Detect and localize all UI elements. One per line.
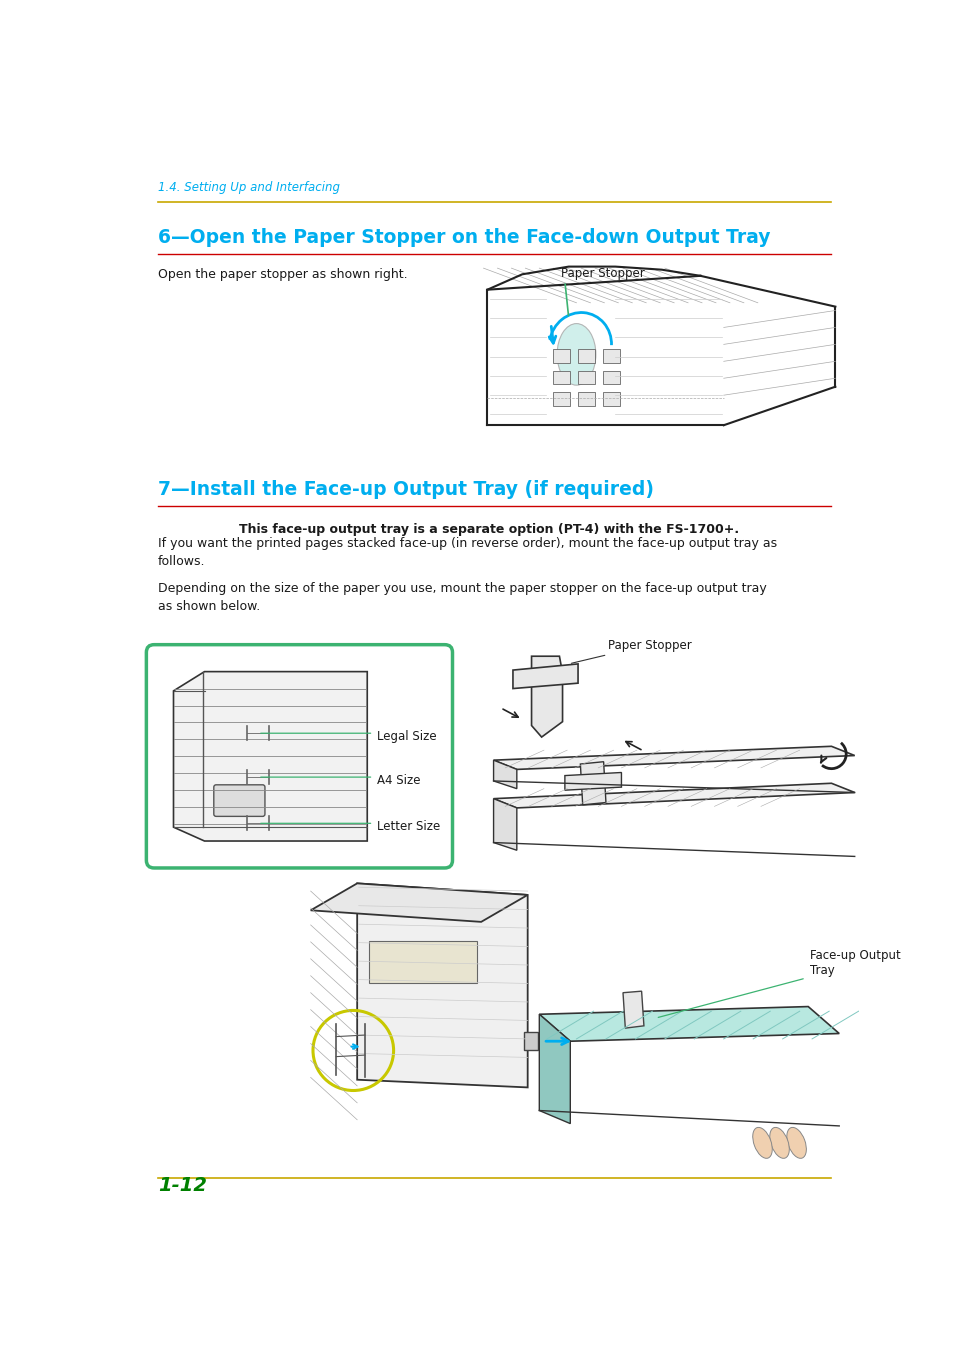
Text: 7—Install the Face-up Output Tray (if required): 7—Install the Face-up Output Tray (if re… bbox=[158, 479, 654, 499]
FancyBboxPatch shape bbox=[146, 645, 452, 867]
Text: This face-up output tray is a separate option (PT-4) with the FS-1700+.: This face-up output tray is a separate o… bbox=[238, 523, 739, 536]
Text: If you want the printed pages stacked face-up (in reverse order), mount the face: If you want the printed pages stacked fa… bbox=[158, 537, 777, 568]
Ellipse shape bbox=[769, 1128, 788, 1159]
Polygon shape bbox=[311, 884, 527, 921]
Polygon shape bbox=[356, 884, 527, 1087]
Polygon shape bbox=[493, 799, 517, 850]
Text: 1-12: 1-12 bbox=[158, 1175, 207, 1195]
Polygon shape bbox=[513, 664, 578, 688]
Text: A4 Size: A4 Size bbox=[376, 774, 419, 786]
Polygon shape bbox=[173, 672, 367, 840]
Ellipse shape bbox=[786, 1128, 805, 1159]
Bar bbox=[602, 349, 619, 363]
Polygon shape bbox=[564, 773, 620, 791]
Ellipse shape bbox=[752, 1128, 771, 1159]
Text: Paper Stopper: Paper Stopper bbox=[560, 267, 644, 281]
FancyBboxPatch shape bbox=[213, 785, 265, 816]
Bar bbox=[369, 942, 476, 983]
Polygon shape bbox=[531, 656, 562, 737]
Bar bbox=[553, 393, 570, 406]
Ellipse shape bbox=[557, 324, 596, 386]
Text: Legal Size: Legal Size bbox=[376, 730, 436, 743]
Text: 6—Open the Paper Stopper on the Face-down Output Tray: 6—Open the Paper Stopper on the Face-dow… bbox=[158, 228, 770, 247]
Text: Depending on the size of the paper you use, mount the paper stopper on the face-: Depending on the size of the paper you u… bbox=[158, 581, 766, 612]
Polygon shape bbox=[493, 784, 854, 808]
Bar bbox=[602, 393, 619, 406]
Bar bbox=[523, 1032, 537, 1051]
Bar bbox=[553, 371, 570, 384]
Polygon shape bbox=[538, 1006, 839, 1041]
Polygon shape bbox=[622, 992, 643, 1028]
Text: Letter Size: Letter Size bbox=[376, 820, 439, 834]
Text: Paper Stopper: Paper Stopper bbox=[607, 638, 691, 652]
Bar bbox=[578, 371, 595, 384]
Polygon shape bbox=[493, 761, 517, 789]
Text: 1.4. Setting Up and Interfacing: 1.4. Setting Up and Interfacing bbox=[158, 181, 339, 194]
Text: Open the paper stopper as shown right.: Open the paper stopper as shown right. bbox=[158, 268, 407, 281]
Polygon shape bbox=[538, 1014, 570, 1124]
Polygon shape bbox=[493, 746, 854, 769]
Bar bbox=[578, 349, 595, 363]
Bar bbox=[578, 393, 595, 406]
Bar bbox=[553, 349, 570, 363]
Text: Face-up Output
Tray: Face-up Output Tray bbox=[809, 950, 900, 977]
Bar bbox=[602, 371, 619, 384]
Polygon shape bbox=[579, 762, 605, 805]
